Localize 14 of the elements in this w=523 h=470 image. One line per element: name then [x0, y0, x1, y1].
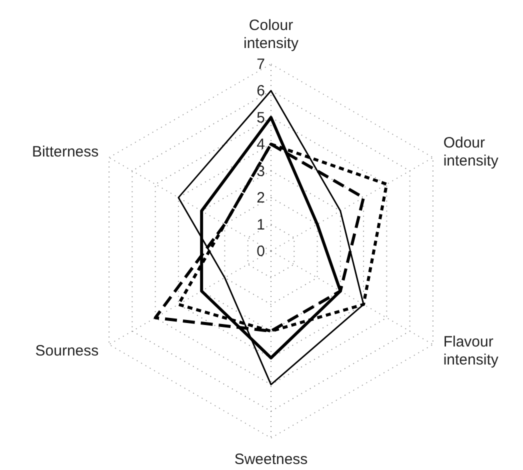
- spoke-label: Sweetness: [234, 451, 308, 468]
- spoke-label: Flavour intensity: [443, 334, 499, 368]
- spoke-label: Odour intensity: [443, 134, 499, 170]
- spoke-label: Bitterness: [32, 144, 99, 160]
- y-tick-label: 5: [256, 109, 265, 126]
- spoke-label: Sourness: [35, 342, 99, 360]
- y-tick-label: 4: [256, 136, 265, 154]
- y-tick-label: 2: [256, 190, 265, 207]
- spoke-label: Colour intensity: [243, 17, 300, 52]
- y-tick-label: 6: [256, 82, 265, 100]
- y-tick-label: 3: [256, 162, 265, 180]
- y-tick-label: 0: [256, 243, 265, 260]
- y-tick-label: 1: [256, 216, 265, 234]
- y-tick-label: 7: [256, 56, 265, 73]
